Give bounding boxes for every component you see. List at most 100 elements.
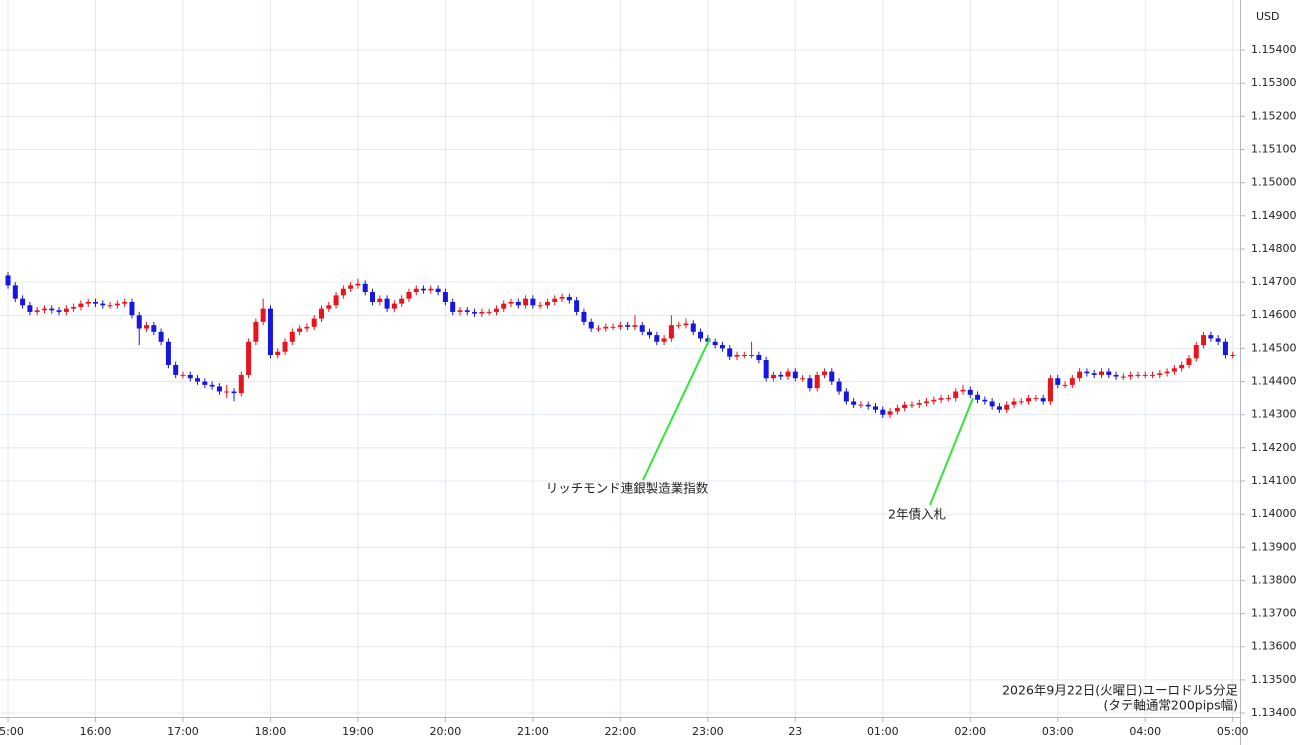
candle-body [122, 301, 128, 304]
x-tick-label: 01:00 [867, 725, 899, 738]
candle-body [924, 401, 930, 404]
currency-label: USD [1256, 10, 1280, 23]
candle-body [486, 311, 492, 313]
candle-body [595, 328, 601, 330]
candle-body [982, 399, 988, 402]
candle-body [734, 355, 740, 357]
y-tick-label: 1.13400 [1251, 706, 1297, 719]
candle-body [442, 292, 448, 302]
candle-body [1230, 355, 1236, 357]
candle-body [377, 298, 383, 302]
candle-body [559, 297, 565, 299]
x-tick-label: 03:00 [1042, 725, 1074, 738]
y-tick-label: 1.14600 [1251, 308, 1297, 321]
candle-body [625, 325, 631, 327]
candle-body [610, 326, 616, 328]
candle-body [231, 391, 237, 394]
candle-body [1179, 364, 1185, 369]
candle-body [209, 384, 215, 387]
candle-body [238, 374, 244, 394]
candle-body [566, 297, 572, 301]
candle-body [275, 351, 281, 356]
candle-body [1098, 371, 1104, 375]
x-tick-label: 04:00 [1129, 725, 1161, 738]
candle-body [1120, 376, 1126, 378]
candle-body [1091, 373, 1097, 375]
candle-body [1135, 374, 1141, 376]
candle-body [428, 288, 434, 291]
x-tick-label: 18:00 [255, 725, 287, 738]
candle-body [967, 389, 973, 395]
candle-body [384, 298, 390, 309]
candle-body [129, 301, 135, 316]
candle-body [741, 355, 747, 357]
candle-body [945, 398, 951, 400]
candle-body [1208, 335, 1214, 339]
candle-body [537, 305, 543, 307]
x-tick-label: 22:00 [605, 725, 637, 738]
candle-body [683, 323, 689, 326]
candle-body [647, 331, 653, 336]
y-tick-label: 1.15200 [1251, 109, 1297, 122]
candle-body [829, 371, 835, 382]
candle-body [1113, 374, 1119, 377]
candle-body [727, 348, 733, 357]
x-tick-label: 19:00 [342, 725, 374, 738]
candle-body [173, 364, 179, 375]
candle-body [894, 408, 900, 412]
candle-body [479, 311, 485, 314]
candle-body [260, 308, 266, 322]
candle-body [180, 374, 186, 376]
y-tick-label: 1.14000 [1251, 507, 1297, 520]
candle-body [552, 298, 558, 302]
candle-body [763, 359, 769, 379]
candle-body [391, 303, 397, 309]
candle-body [158, 331, 164, 342]
candle-body [56, 310, 62, 312]
candle-body [406, 292, 412, 299]
candle-body [1106, 371, 1112, 375]
candle-body [370, 292, 376, 302]
candle-body [1040, 398, 1046, 402]
y-tick-label: 1.13500 [1251, 673, 1297, 686]
y-tick-label: 1.13700 [1251, 607, 1297, 620]
candle-body [1018, 401, 1024, 403]
annotation: リッチモンド連銀製造業指数 [546, 481, 709, 496]
candle-body [581, 311, 587, 322]
candle-body [348, 285, 354, 289]
candle-body [508, 301, 514, 304]
candle-body [85, 301, 91, 304]
candle-body [1128, 374, 1134, 377]
candle-body [493, 308, 499, 312]
candle-body [63, 308, 69, 312]
candle-body [873, 406, 879, 410]
candle-body [1193, 345, 1199, 359]
candle-body [1047, 378, 1053, 402]
candle-body [289, 331, 295, 342]
candle-body [136, 315, 142, 329]
candle-body [282, 341, 288, 352]
x-tick-label: 15:00 [0, 725, 24, 738]
candle-body [216, 386, 222, 392]
candle-body [34, 310, 40, 312]
candle-body [41, 308, 47, 311]
candle-body [515, 301, 521, 306]
candle-body [902, 404, 908, 409]
y-tick-label: 1.14800 [1251, 242, 1297, 255]
y-tick-label: 1.15400 [1251, 43, 1297, 56]
candle-body [975, 394, 981, 400]
annotation-leader [929, 397, 974, 506]
y-tick-label: 1.14500 [1251, 341, 1297, 354]
candle-body [92, 301, 98, 304]
candle-body [836, 381, 842, 392]
candle-body [413, 288, 419, 293]
x-tick-label: 23 [788, 725, 802, 738]
y-tick-label: 1.13800 [1251, 573, 1297, 586]
y-tick-label: 1.14700 [1251, 275, 1297, 288]
candle-body [151, 325, 157, 332]
candle-body [821, 371, 827, 375]
candle-body [311, 318, 317, 327]
candle-body [399, 298, 405, 304]
